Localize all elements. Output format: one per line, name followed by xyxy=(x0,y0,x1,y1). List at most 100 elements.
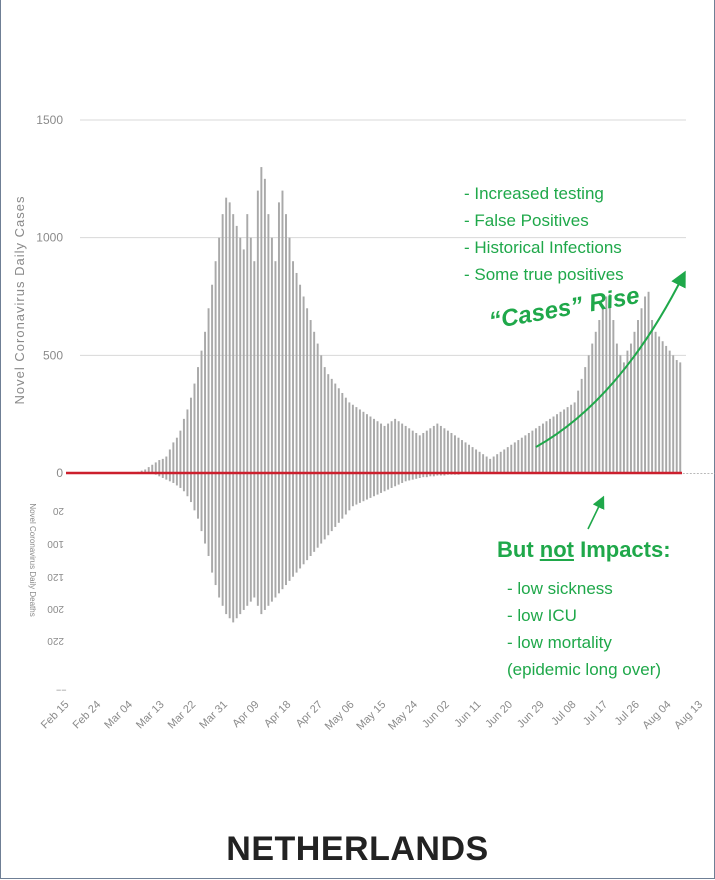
case-bar xyxy=(249,237,252,473)
case-bar xyxy=(197,367,199,473)
death-bar xyxy=(422,473,425,478)
death-bar xyxy=(390,473,393,488)
case-bar xyxy=(545,421,548,473)
death-bar xyxy=(415,473,418,479)
reason-item: - Increased testing xyxy=(464,184,604,203)
death-bar xyxy=(295,473,298,573)
case-bar xyxy=(165,456,168,473)
x-tick-label: Jun 29 xyxy=(515,699,547,731)
case-bar xyxy=(161,458,164,473)
x-tick-label: Apr 18 xyxy=(262,699,293,730)
case-bar xyxy=(443,428,446,473)
case-bar xyxy=(651,320,654,473)
death-bar xyxy=(277,473,280,594)
case-bar xyxy=(453,435,456,473)
case-bar xyxy=(665,345,668,473)
death-bar xyxy=(682,473,685,474)
case-bar xyxy=(672,355,675,473)
death-bar xyxy=(235,473,238,619)
case-bar xyxy=(351,404,354,473)
case-bar xyxy=(373,418,375,473)
death-bar xyxy=(425,473,428,478)
case-bar xyxy=(369,416,372,473)
death-bar xyxy=(362,473,365,502)
case-bar xyxy=(154,462,157,473)
case-bar xyxy=(172,442,175,473)
case-bar xyxy=(376,421,379,473)
case-bar xyxy=(144,469,147,473)
death-bar xyxy=(358,473,361,503)
case-bar xyxy=(295,272,298,473)
case-bar xyxy=(401,423,404,473)
x-tick-label: Feb 24 xyxy=(71,699,104,732)
case-bar xyxy=(334,383,337,473)
death-bar xyxy=(380,473,383,493)
case-bar xyxy=(471,447,474,473)
case-bar xyxy=(450,432,453,473)
death-bar xyxy=(703,473,706,474)
case-bar xyxy=(228,202,231,473)
death-bar xyxy=(197,473,199,519)
case-bar xyxy=(418,435,421,473)
y-tick-label: 0 xyxy=(56,466,63,480)
case-bar xyxy=(608,294,611,473)
death-bar xyxy=(334,473,337,527)
x-tick-label: Jul 26 xyxy=(613,699,642,728)
case-bar xyxy=(482,454,485,473)
case-bar xyxy=(358,409,361,473)
case-bar xyxy=(647,291,650,473)
death-bar xyxy=(316,473,319,548)
case-bar xyxy=(499,451,502,473)
death-bar xyxy=(168,473,171,482)
case-bar xyxy=(274,261,277,473)
x-tick-label: Apr 27 xyxy=(294,699,325,730)
death-bar xyxy=(270,473,273,602)
death-bar xyxy=(256,473,259,606)
death-bar xyxy=(309,473,312,556)
death-bar xyxy=(232,473,235,623)
death-bar xyxy=(411,473,414,480)
case-bar xyxy=(587,355,590,473)
case-bar xyxy=(239,237,242,473)
death-bar xyxy=(239,473,242,615)
death-bar xyxy=(387,473,390,490)
case-bar xyxy=(563,409,566,473)
death-tick-label: 200 xyxy=(47,603,64,614)
death-bar xyxy=(351,473,354,507)
case-bar xyxy=(218,237,221,473)
case-bar xyxy=(661,341,664,473)
case-bar xyxy=(341,392,344,473)
death-bar xyxy=(365,473,368,500)
case-bar xyxy=(538,425,541,473)
x-tick-label: Jun 11 xyxy=(452,699,483,730)
case-bar xyxy=(221,214,224,473)
case-bar xyxy=(633,331,636,473)
death-bar xyxy=(373,473,375,497)
case-bar xyxy=(242,249,245,473)
death-bar xyxy=(710,473,713,474)
y-tick-label: 500 xyxy=(43,348,63,362)
case-bar xyxy=(179,430,182,473)
case-bar xyxy=(313,331,316,473)
x-tick-label: May 15 xyxy=(354,699,388,733)
case-bar xyxy=(175,437,178,473)
case-bar xyxy=(570,404,573,473)
case-bar xyxy=(193,383,196,473)
case-bar xyxy=(348,402,351,473)
death-bar xyxy=(274,473,277,598)
case-bar xyxy=(675,360,678,473)
case-bar xyxy=(277,202,280,473)
case-bar xyxy=(629,343,632,473)
x-tick-label: Jul 08 xyxy=(549,699,578,728)
case-bar xyxy=(320,355,323,473)
case-bar xyxy=(489,458,492,473)
case-bar xyxy=(214,261,217,473)
impact-item: - low ICU xyxy=(507,606,577,625)
case-bar xyxy=(263,178,266,473)
case-bar xyxy=(622,362,625,473)
case-bar xyxy=(626,350,629,473)
case-bar xyxy=(559,411,562,473)
y-tick-label: 1000 xyxy=(36,231,63,245)
case-bar xyxy=(365,414,368,473)
case-bar xyxy=(506,447,509,473)
